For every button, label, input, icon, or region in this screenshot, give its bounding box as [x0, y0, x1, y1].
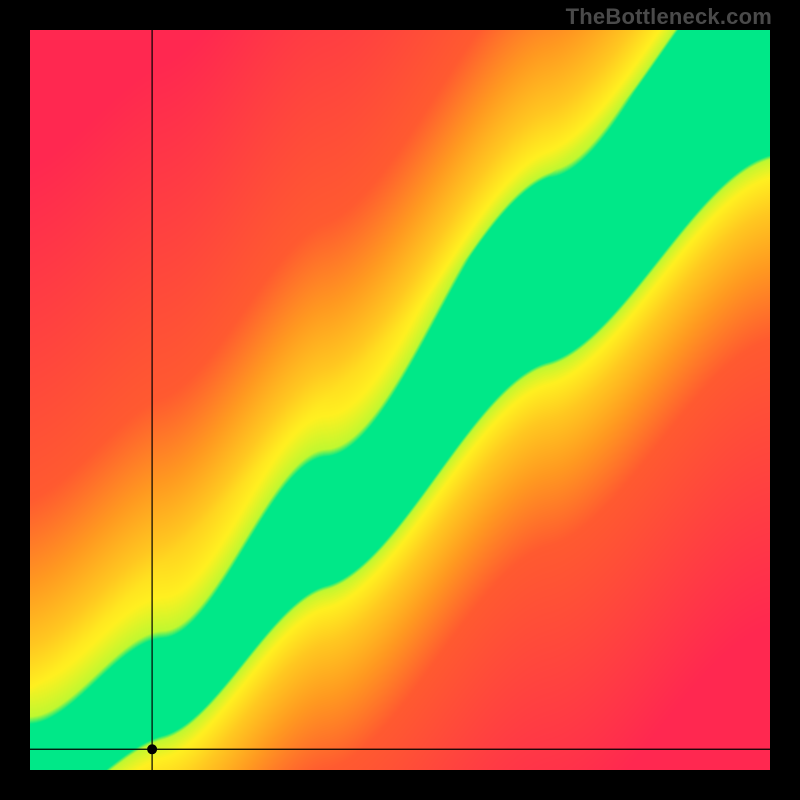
watermark-text: TheBottleneck.com [566, 4, 772, 30]
bottleneck-heatmap [30, 30, 770, 770]
chart-container: TheBottleneck.com [0, 0, 800, 800]
